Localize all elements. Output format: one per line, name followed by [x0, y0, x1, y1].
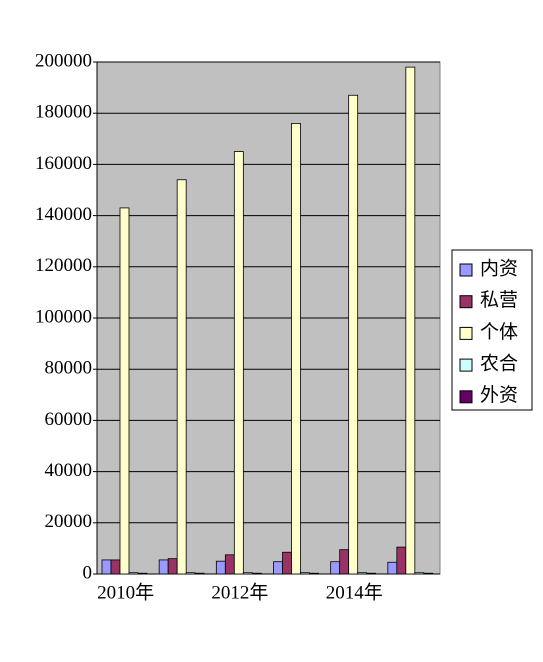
- bar: [158, 559, 169, 575]
- bar: [339, 549, 350, 575]
- bar: [137, 572, 148, 575]
- bar: [366, 572, 377, 575]
- bar: [405, 66, 416, 575]
- y-tick-label: 20000: [45, 511, 93, 532]
- bar: [273, 561, 283, 575]
- bar: [251, 572, 262, 575]
- bar: [176, 179, 187, 575]
- bar: [300, 572, 310, 575]
- bar: [194, 572, 205, 575]
- legend-swatch: [459, 326, 473, 340]
- legend-swatch: [459, 263, 473, 277]
- bar: [119, 207, 130, 575]
- y-tick-label: 60000: [45, 409, 93, 430]
- legend-label: 外资: [480, 384, 518, 406]
- x-tick-label: 2014年: [326, 581, 383, 603]
- bar: [414, 572, 425, 575]
- legend-swatch: [459, 295, 473, 309]
- bar: [110, 559, 121, 575]
- bar: [224, 554, 235, 575]
- x-tick-label: 2012年: [211, 581, 268, 603]
- legend-label: 内资: [480, 257, 518, 279]
- bar: [330, 561, 341, 575]
- bar: [185, 572, 196, 575]
- y-tick-label: 140000: [35, 204, 92, 225]
- bar: [423, 572, 434, 575]
- bar: [233, 151, 244, 575]
- legend-swatch: [459, 390, 473, 404]
- bar: [215, 560, 226, 575]
- bar: [128, 572, 139, 575]
- y-tick-label: 100000: [35, 306, 92, 327]
- y-tick-label: 80000: [45, 358, 93, 379]
- bar: [357, 572, 368, 575]
- y-tick-label: 120000: [35, 255, 92, 276]
- bar: [101, 559, 112, 575]
- bar: [396, 546, 407, 575]
- bar: [291, 123, 301, 575]
- legend-swatch: [459, 358, 473, 372]
- y-tick-label: 200000: [35, 50, 92, 71]
- bar: [282, 551, 292, 575]
- y-tick-label: 0: [83, 562, 93, 583]
- legend-label: 私营: [480, 289, 518, 311]
- bar: [387, 561, 398, 575]
- legend-label: 农合: [480, 352, 518, 374]
- legend-label: 个体: [480, 321, 518, 343]
- bar: [167, 558, 178, 575]
- x-tick-label: 2010年: [97, 581, 154, 603]
- y-tick-label: 180000: [35, 102, 92, 123]
- bar: [309, 572, 319, 575]
- bar: [348, 94, 359, 575]
- y-tick-label: 40000: [45, 460, 93, 481]
- y-tick-label: 160000: [35, 153, 92, 174]
- bar: [242, 572, 253, 575]
